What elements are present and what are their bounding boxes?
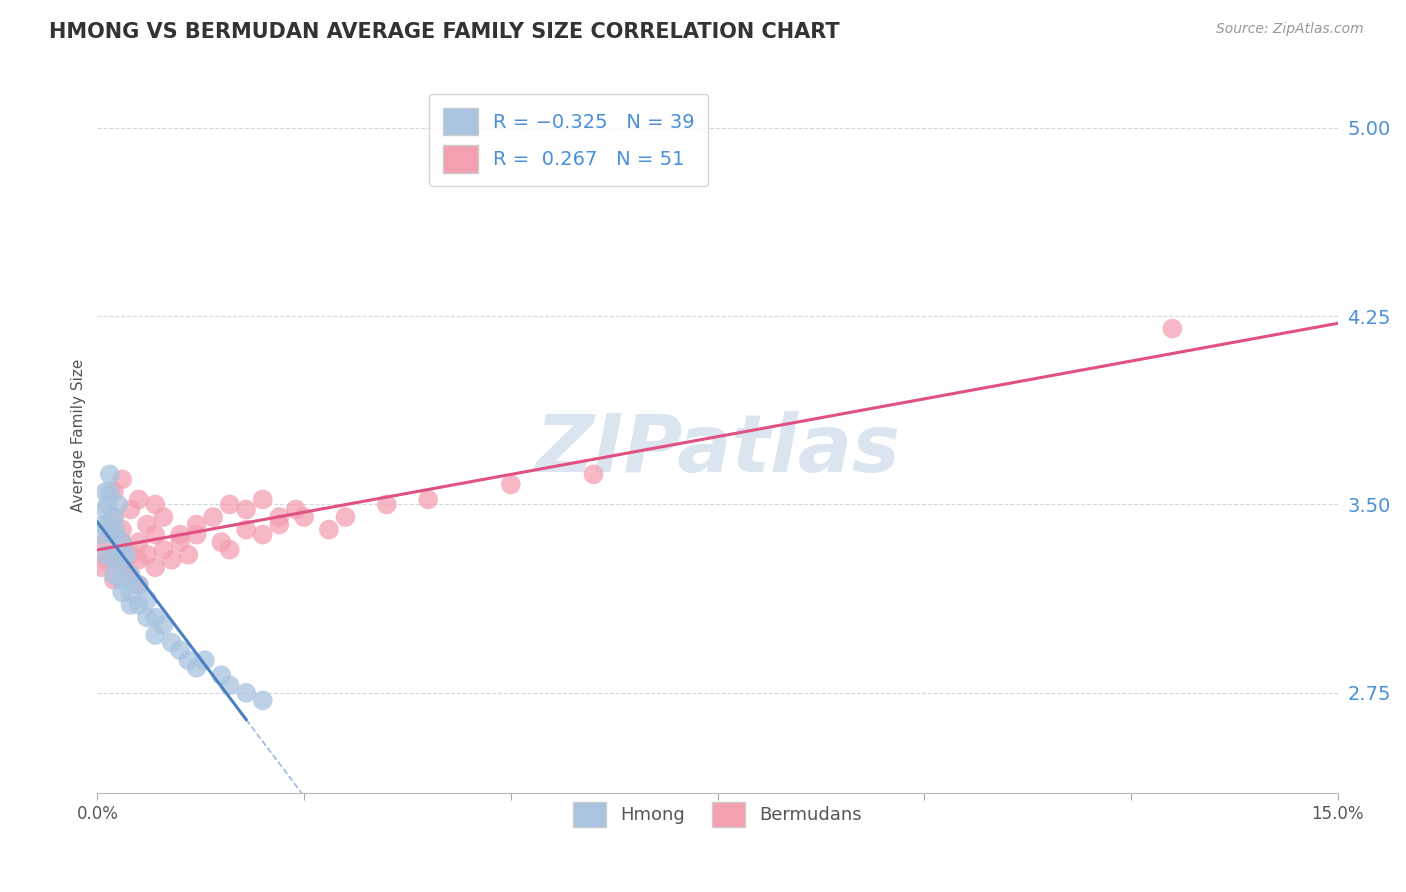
Point bbox=[143, 628, 166, 642]
Point bbox=[104, 523, 127, 537]
Point bbox=[169, 527, 191, 541]
Point bbox=[111, 560, 134, 574]
Point bbox=[103, 573, 125, 587]
Point bbox=[111, 523, 134, 537]
Point bbox=[202, 510, 225, 524]
Point bbox=[98, 523, 121, 537]
Point bbox=[120, 502, 142, 516]
Point bbox=[94, 484, 117, 499]
Point bbox=[284, 502, 307, 516]
Point bbox=[177, 548, 200, 562]
Point bbox=[98, 467, 121, 482]
Point bbox=[97, 517, 120, 532]
Point bbox=[186, 661, 208, 675]
Point bbox=[269, 510, 291, 524]
Point bbox=[93, 517, 115, 532]
Point bbox=[120, 567, 142, 582]
Point bbox=[186, 517, 208, 532]
Point bbox=[235, 523, 257, 537]
Point bbox=[103, 484, 125, 499]
Point bbox=[120, 548, 142, 562]
Point bbox=[252, 492, 274, 507]
Point bbox=[128, 578, 150, 592]
Point bbox=[136, 610, 159, 624]
Point bbox=[209, 535, 232, 549]
Point bbox=[96, 498, 118, 512]
Point bbox=[1161, 321, 1184, 335]
Point bbox=[136, 593, 159, 607]
Point bbox=[292, 510, 315, 524]
Point bbox=[194, 653, 217, 667]
Point bbox=[335, 510, 357, 524]
Point bbox=[143, 498, 166, 512]
Point bbox=[269, 517, 291, 532]
Point bbox=[318, 523, 340, 537]
Point bbox=[218, 498, 240, 512]
Point bbox=[111, 535, 134, 549]
Point bbox=[103, 510, 125, 524]
Point bbox=[103, 553, 125, 567]
Point bbox=[128, 492, 150, 507]
Point bbox=[103, 527, 125, 541]
Point bbox=[499, 477, 522, 491]
Point bbox=[152, 542, 174, 557]
Point bbox=[169, 643, 191, 657]
Text: HMONG VS BERMUDAN AVERAGE FAMILY SIZE CORRELATION CHART: HMONG VS BERMUDAN AVERAGE FAMILY SIZE CO… bbox=[49, 22, 839, 42]
Text: Source: ZipAtlas.com: Source: ZipAtlas.com bbox=[1216, 22, 1364, 37]
Point bbox=[218, 542, 240, 557]
Point bbox=[103, 510, 125, 524]
Point bbox=[120, 598, 142, 612]
Point bbox=[94, 502, 117, 516]
Y-axis label: Average Family Size: Average Family Size bbox=[72, 359, 86, 512]
Point bbox=[252, 693, 274, 707]
Point bbox=[94, 535, 117, 549]
Point bbox=[582, 467, 605, 482]
Point bbox=[128, 535, 150, 549]
Point bbox=[252, 527, 274, 541]
Point bbox=[418, 492, 440, 507]
Point bbox=[128, 553, 150, 567]
Point bbox=[103, 548, 125, 562]
Point bbox=[235, 502, 257, 516]
Legend: Hmong, Bermudans: Hmong, Bermudans bbox=[567, 795, 869, 834]
Point bbox=[143, 527, 166, 541]
Point bbox=[103, 567, 125, 582]
Text: ZIPatlas: ZIPatlas bbox=[536, 410, 900, 489]
Point bbox=[152, 618, 174, 632]
Point bbox=[143, 560, 166, 574]
Point bbox=[111, 472, 134, 486]
Point bbox=[375, 498, 398, 512]
Point bbox=[111, 585, 134, 599]
Point bbox=[235, 686, 257, 700]
Point bbox=[90, 527, 112, 541]
Point bbox=[111, 573, 134, 587]
Point bbox=[143, 610, 166, 624]
Point bbox=[98, 484, 121, 499]
Point bbox=[94, 548, 117, 562]
Point bbox=[186, 527, 208, 541]
Point bbox=[120, 567, 142, 582]
Point bbox=[94, 553, 117, 567]
Point bbox=[111, 553, 134, 567]
Point bbox=[136, 548, 159, 562]
Point bbox=[218, 678, 240, 692]
Point bbox=[152, 510, 174, 524]
Point bbox=[169, 535, 191, 549]
Point bbox=[177, 653, 200, 667]
Point bbox=[90, 560, 112, 574]
Point bbox=[160, 553, 183, 567]
Point bbox=[136, 517, 159, 532]
Point bbox=[128, 578, 150, 592]
Point bbox=[209, 668, 232, 682]
Point bbox=[107, 498, 129, 512]
Point bbox=[120, 585, 142, 599]
Point bbox=[111, 535, 134, 549]
Point bbox=[115, 548, 138, 562]
Point bbox=[160, 635, 183, 649]
Point bbox=[128, 598, 150, 612]
